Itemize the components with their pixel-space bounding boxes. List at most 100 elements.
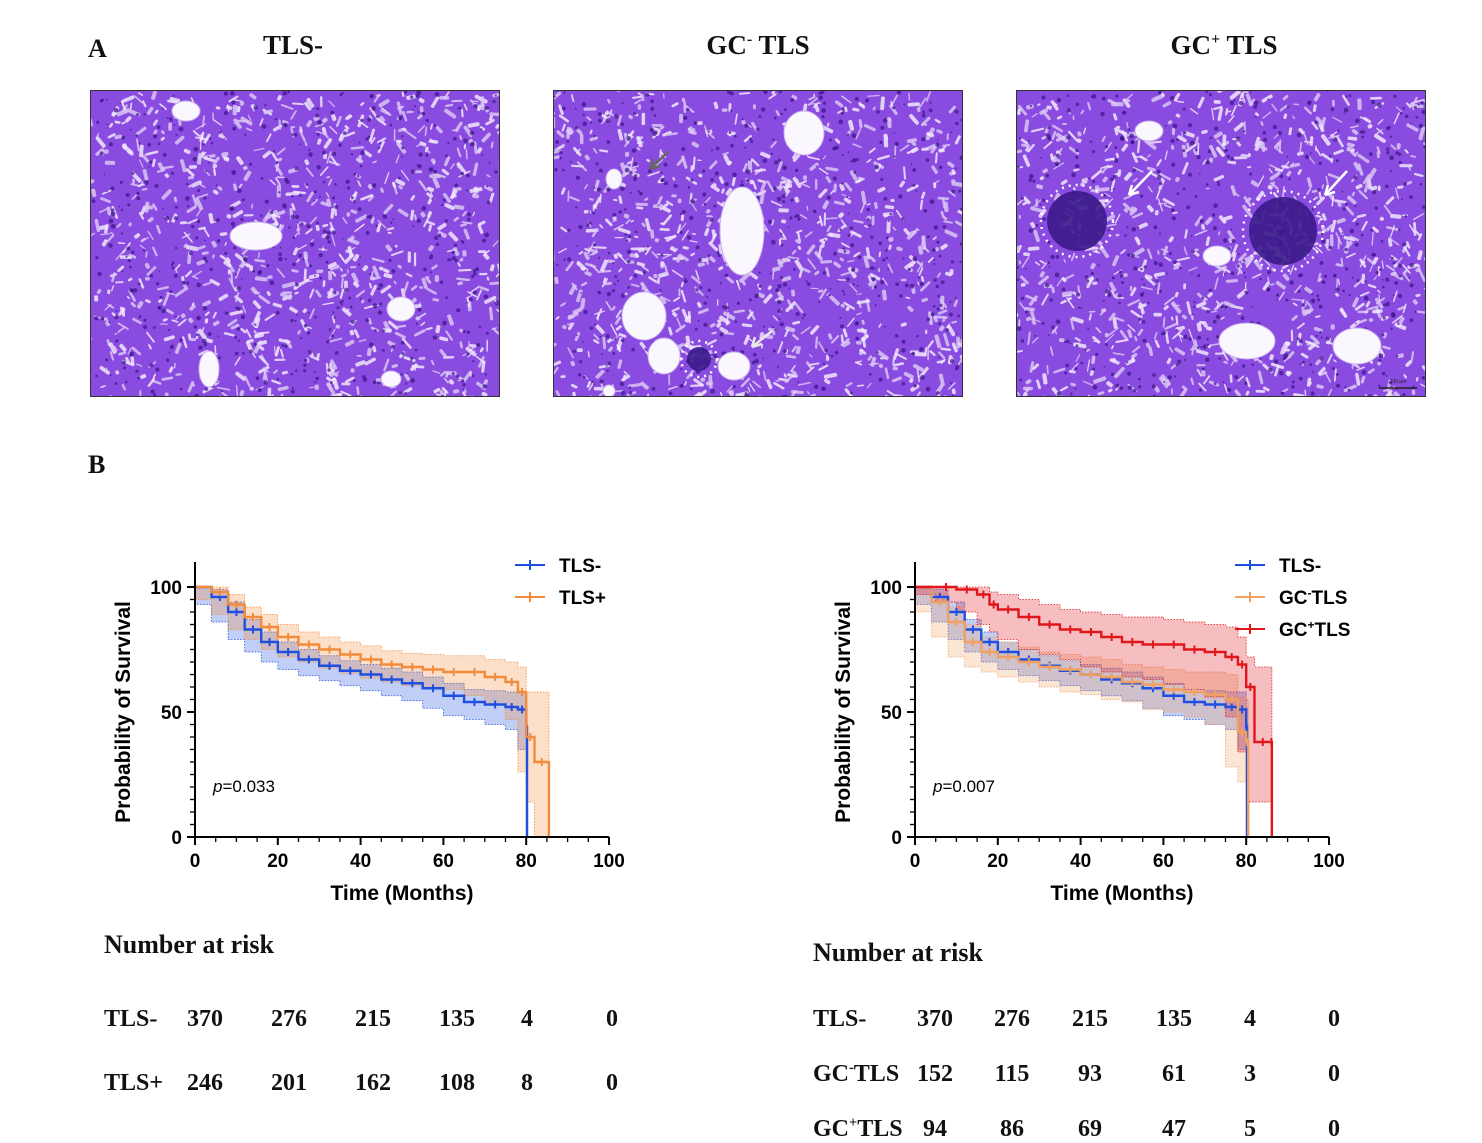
nucleus [1390, 136, 1392, 138]
nucleus [281, 344, 284, 347]
risk-row-label-main: TLS- [813, 1006, 866, 1032]
nucleus [92, 199, 96, 203]
y-tick-label: 0 [171, 828, 182, 849]
nucleus [627, 250, 632, 255]
nucleus [629, 171, 633, 175]
nucleus [111, 224, 116, 229]
nucleus [280, 247, 282, 249]
nucleus [1184, 359, 1186, 361]
nucleus [219, 130, 222, 133]
nucleus [1152, 373, 1156, 377]
nucleus [612, 262, 614, 264]
nucleus [1390, 170, 1392, 172]
nucleus [336, 306, 339, 309]
tissue-gap [1370, 97, 1382, 100]
nucleus [853, 171, 856, 174]
nucleus [788, 227, 790, 229]
nucleus [434, 236, 438, 240]
nucleus [472, 375, 475, 378]
nucleus [931, 312, 935, 316]
nucleus [128, 259, 131, 262]
nucleus [1251, 364, 1253, 366]
nucleus [875, 165, 879, 169]
nucleus [592, 212, 595, 215]
nucleus [1291, 385, 1295, 389]
nucleus [430, 254, 433, 257]
nucleus [1234, 375, 1238, 379]
nucleus [1138, 385, 1141, 388]
nucleus [870, 266, 874, 270]
nucleus [236, 286, 240, 290]
nucleus [209, 138, 211, 140]
nucleus [342, 238, 344, 240]
nucleus [627, 286, 630, 289]
nucleus [902, 257, 904, 259]
nucleus [1214, 382, 1217, 385]
nucleus [1102, 97, 1106, 101]
nucleus [1183, 188, 1186, 191]
nucleus [208, 162, 210, 164]
nucleus [855, 337, 859, 341]
tissue-gap [276, 185, 281, 198]
nucleus [430, 272, 432, 274]
nucleus [332, 230, 336, 234]
nucleus [614, 283, 616, 285]
nucleus [562, 169, 564, 171]
nucleus [332, 196, 335, 199]
nucleus [850, 243, 854, 247]
nucleus [466, 174, 470, 178]
nucleus [173, 124, 175, 126]
nucleus [1232, 239, 1236, 243]
nucleus [466, 190, 468, 192]
nucleus [753, 353, 757, 357]
nucleus [664, 181, 668, 185]
nucleus [1414, 106, 1417, 109]
nucleus [647, 246, 649, 248]
nucleus [305, 183, 308, 186]
nucleus [793, 268, 796, 271]
nucleus [660, 171, 662, 173]
nucleus [1333, 274, 1336, 277]
risk-value: 69 [1078, 1116, 1102, 1143]
nucleus [1159, 262, 1163, 266]
nucleus [1028, 178, 1032, 182]
nucleus [1317, 188, 1321, 192]
nucleus [884, 326, 886, 328]
nucleus [143, 325, 147, 329]
nucleus [359, 141, 361, 143]
nucleus [1032, 180, 1035, 183]
nucleus [895, 142, 899, 146]
nucleus [654, 114, 657, 117]
tissue-gap [346, 212, 350, 217]
nucleus [121, 209, 123, 211]
nucleus [874, 304, 876, 306]
nucleus [695, 328, 698, 331]
nucleus [696, 246, 700, 250]
nucleus [612, 352, 615, 355]
tissue-gap [420, 106, 424, 112]
nucleus [1352, 277, 1354, 279]
nucleus [1393, 294, 1395, 296]
nucleus [391, 269, 395, 273]
nucleus [358, 207, 362, 211]
nucleus [136, 196, 140, 200]
tissue-gap [631, 247, 645, 250]
nucleus [1329, 155, 1331, 157]
nucleus [1213, 203, 1218, 208]
nucleus [1401, 198, 1403, 200]
nucleus [436, 243, 439, 246]
nucleus [334, 183, 337, 186]
nucleus [625, 233, 628, 236]
nucleus [741, 181, 743, 183]
nucleus [922, 110, 925, 113]
nucleus [418, 164, 422, 168]
nucleus [683, 382, 685, 384]
nucleus [273, 220, 275, 222]
nucleus [1331, 222, 1333, 224]
nucleus [452, 372, 455, 375]
nucleus [1319, 305, 1323, 309]
nucleus [332, 311, 334, 313]
nucleus [237, 189, 242, 194]
nucleus [580, 292, 582, 294]
nucleus [1021, 339, 1024, 342]
